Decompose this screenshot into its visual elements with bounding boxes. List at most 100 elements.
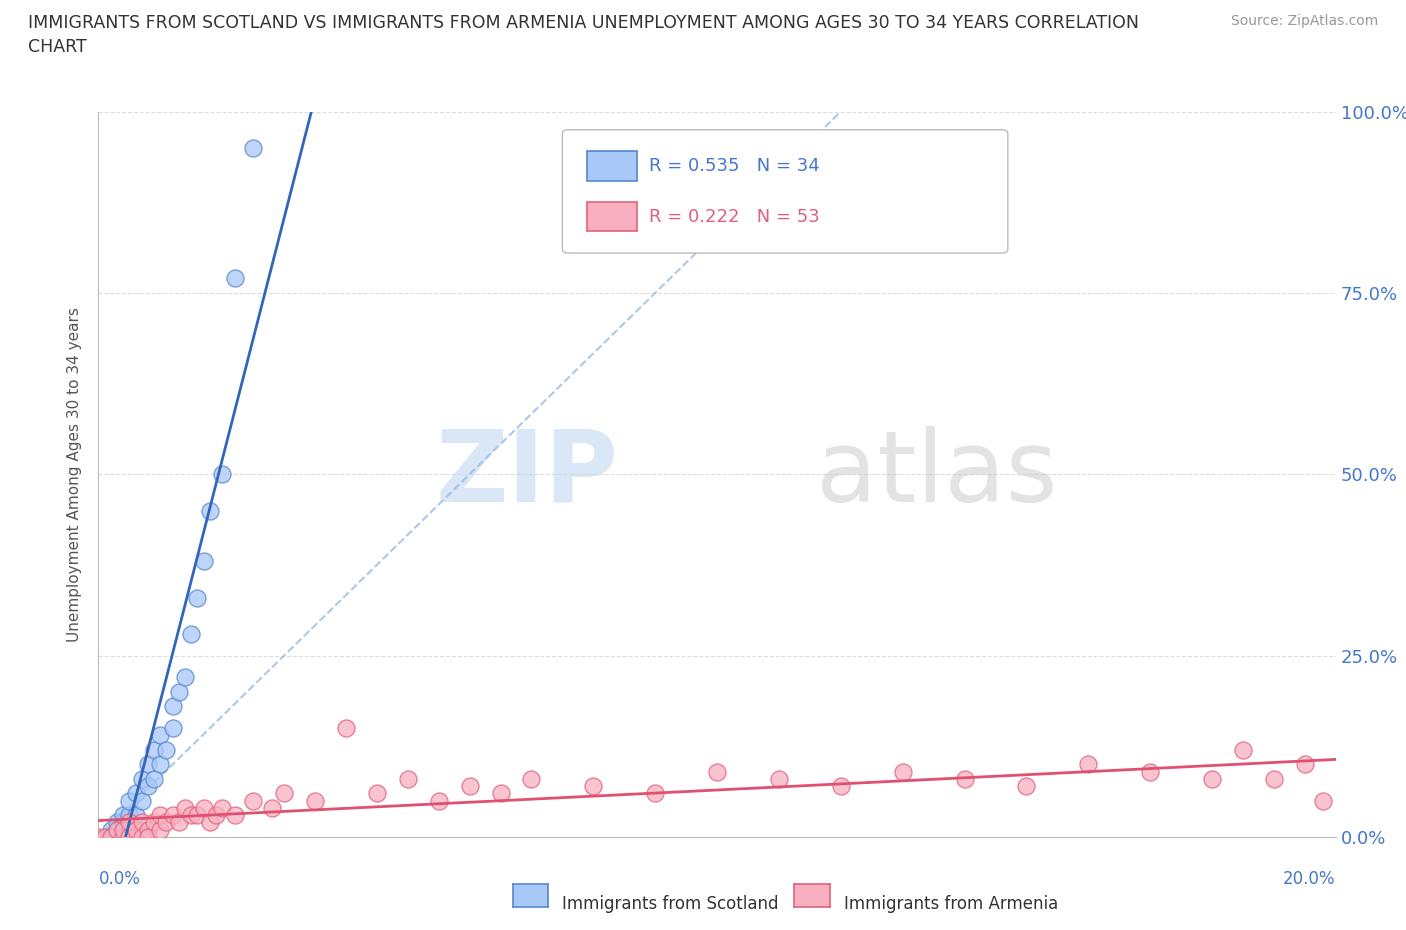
- Point: [186, 591, 208, 605]
- Point: [162, 808, 184, 823]
- Point: [162, 699, 184, 714]
- Point: [124, 786, 146, 801]
- Point: [644, 786, 666, 801]
- Point: [396, 772, 419, 787]
- Point: [118, 830, 141, 844]
- Point: [335, 721, 357, 736]
- Point: [582, 778, 605, 793]
- Point: [1077, 757, 1099, 772]
- Point: [155, 815, 177, 830]
- Y-axis label: Unemployment Among Ages 30 to 34 years: Unemployment Among Ages 30 to 34 years: [67, 307, 83, 642]
- Text: Source: ZipAtlas.com: Source: ZipAtlas.com: [1230, 14, 1378, 28]
- Point: [366, 786, 388, 801]
- Point: [427, 793, 450, 808]
- Point: [118, 793, 141, 808]
- Point: [211, 467, 233, 482]
- Point: [242, 793, 264, 808]
- Point: [87, 830, 110, 844]
- Point: [242, 140, 264, 155]
- Point: [143, 815, 166, 830]
- Text: R = 0.222   N = 53: R = 0.222 N = 53: [650, 207, 820, 226]
- Point: [143, 772, 166, 787]
- Text: R = 0.535   N = 34: R = 0.535 N = 34: [650, 157, 820, 175]
- Bar: [588, 203, 637, 232]
- Point: [520, 772, 543, 787]
- Point: [131, 830, 153, 844]
- Text: IMMIGRANTS FROM SCOTLAND VS IMMIGRANTS FROM ARMENIA UNEMPLOYMENT AMONG AGES 30 T: IMMIGRANTS FROM SCOTLAND VS IMMIGRANTS F…: [28, 14, 1139, 56]
- Point: [93, 830, 115, 844]
- Point: [105, 822, 128, 837]
- Point: [224, 808, 246, 823]
- Point: [273, 786, 295, 801]
- Point: [198, 815, 221, 830]
- Point: [155, 742, 177, 757]
- Point: [1139, 764, 1161, 779]
- Point: [167, 815, 190, 830]
- Point: [260, 801, 283, 816]
- Point: [162, 721, 184, 736]
- Point: [149, 808, 172, 823]
- Point: [105, 822, 128, 837]
- Point: [118, 815, 141, 830]
- Point: [304, 793, 326, 808]
- Point: [953, 772, 976, 787]
- Point: [124, 822, 146, 837]
- Point: [93, 830, 115, 844]
- Point: [180, 808, 202, 823]
- Point: [112, 830, 135, 844]
- Point: [100, 830, 122, 844]
- Point: [830, 778, 852, 793]
- Point: [193, 554, 215, 569]
- Point: [891, 764, 914, 779]
- Point: [489, 786, 512, 801]
- Point: [112, 822, 135, 837]
- Point: [136, 822, 159, 837]
- Point: [174, 801, 197, 816]
- Point: [205, 808, 228, 823]
- Text: Immigrants from Armenia: Immigrants from Armenia: [844, 895, 1057, 912]
- Point: [136, 778, 159, 793]
- Point: [131, 815, 153, 830]
- Point: [224, 271, 246, 286]
- Point: [131, 772, 153, 787]
- Point: [768, 772, 790, 787]
- Point: [1263, 772, 1285, 787]
- Point: [112, 830, 135, 844]
- Text: atlas: atlas: [815, 426, 1057, 523]
- Point: [1201, 772, 1223, 787]
- Text: 20.0%: 20.0%: [1284, 870, 1336, 887]
- Point: [458, 778, 481, 793]
- Point: [149, 757, 172, 772]
- Point: [186, 808, 208, 823]
- Point: [211, 801, 233, 816]
- Point: [149, 822, 172, 837]
- Point: [124, 808, 146, 823]
- Point: [1015, 778, 1038, 793]
- Point: [118, 808, 141, 823]
- Point: [100, 830, 122, 844]
- Text: Immigrants from Scotland: Immigrants from Scotland: [562, 895, 779, 912]
- Point: [198, 503, 221, 518]
- Point: [1232, 742, 1254, 757]
- Point: [149, 728, 172, 743]
- Point: [167, 684, 190, 699]
- Point: [1312, 793, 1334, 808]
- Point: [174, 670, 197, 684]
- Text: 0.0%: 0.0%: [98, 870, 141, 887]
- Text: ZIP: ZIP: [436, 426, 619, 523]
- Point: [100, 822, 122, 837]
- FancyBboxPatch shape: [562, 130, 1008, 253]
- Point: [105, 830, 128, 844]
- Bar: [588, 152, 637, 180]
- Point: [136, 757, 159, 772]
- Point: [143, 742, 166, 757]
- Point: [136, 830, 159, 844]
- Point: [118, 815, 141, 830]
- Point: [1294, 757, 1316, 772]
- Point: [706, 764, 728, 779]
- Point: [112, 808, 135, 823]
- Point: [180, 627, 202, 642]
- Point: [131, 793, 153, 808]
- Point: [193, 801, 215, 816]
- Point: [112, 815, 135, 830]
